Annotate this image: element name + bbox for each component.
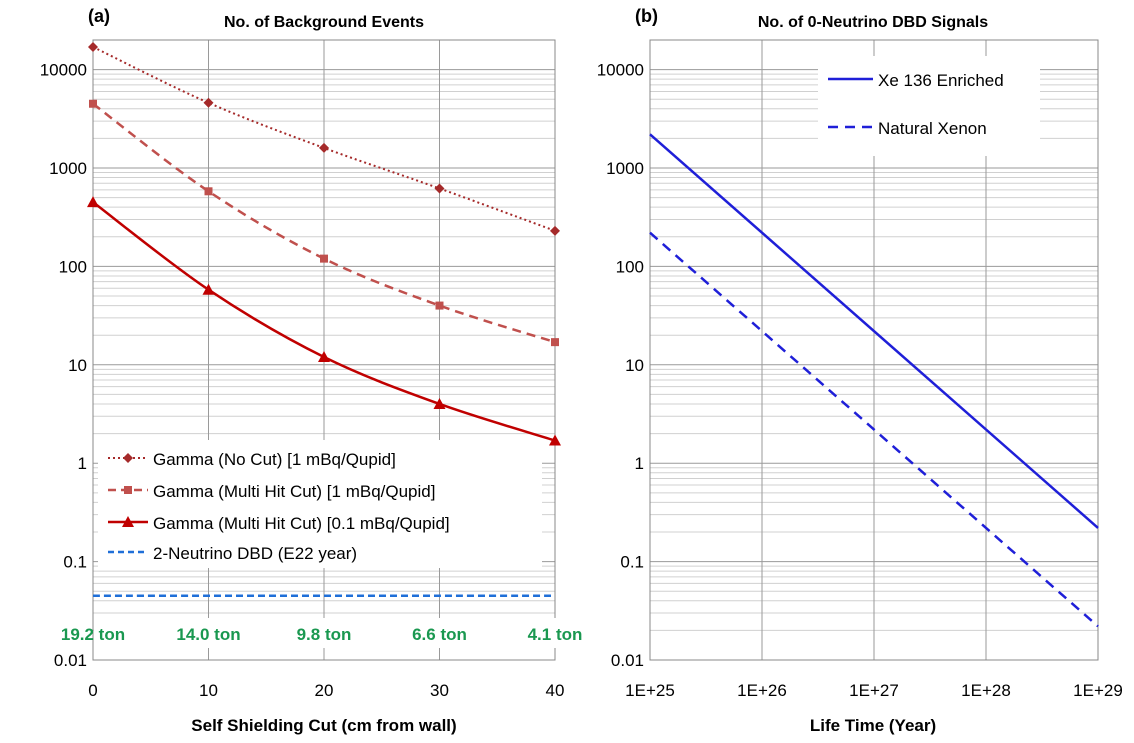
- series-0: [88, 41, 560, 236]
- panel-a-title: No. of Background Events: [224, 14, 424, 31]
- x-tick-label: 1E+26: [737, 681, 787, 700]
- data-point-diamond: [550, 225, 560, 236]
- panel-a-legend: Gamma (No Cut) [1 mBq/Qupid] Gamma (Mult…: [98, 440, 542, 568]
- series-line-1: [649, 231, 1099, 628]
- legend-label-2nu-dbd: 2-Neutrino DBD (E22 year): [153, 544, 357, 563]
- x-tick-label: 20: [315, 681, 334, 700]
- y-tick-label: 1: [78, 454, 87, 473]
- x-tick-label: 0: [88, 681, 97, 700]
- data-point-square: [204, 187, 213, 196]
- y-tick-label: 0.01: [54, 651, 87, 670]
- mass-label: 9.8 ton: [297, 625, 352, 644]
- legend-swatch-gamma-no-cut: [108, 453, 148, 463]
- legend-label-xe136-enriched: Xe 136 Enriched: [878, 71, 1004, 90]
- x-tick-label: 40: [546, 681, 565, 700]
- data-point-triangle: [87, 196, 99, 208]
- panel-a-series: [87, 41, 561, 597]
- y-tick-label: 1000: [606, 159, 644, 178]
- legend-label-gamma-multi-hit-1mbq: Gamma (Multi Hit Cut) [1 mBq/Qupid]: [153, 482, 435, 501]
- x-tick-label: 1E+25: [625, 681, 675, 700]
- y-tick-label: 0.1: [620, 553, 644, 572]
- y-tick-label: 100: [59, 257, 87, 276]
- y-tick-label: 10: [68, 356, 87, 375]
- panel-a-x-ticks: 0 10 20 30 40: [88, 681, 564, 700]
- series-2: [87, 196, 561, 446]
- panel-a-legend-box: [98, 440, 542, 568]
- mass-label: 4.1 ton: [528, 625, 583, 644]
- series-line: [92, 46, 556, 232]
- data-point-square: [435, 301, 444, 310]
- x-tick-label: 1E+28: [961, 681, 1011, 700]
- data-point-diamond: [88, 41, 98, 52]
- series-line-0: [649, 133, 1099, 529]
- panel-b-plot-frame: [649, 39, 1099, 661]
- panel-b-series: [649, 133, 1099, 628]
- mass-label: 14.0 ton: [176, 625, 240, 644]
- y-tick-label: 1000: [49, 159, 87, 178]
- panel-b-tag: (b): [635, 6, 658, 26]
- y-tick-label: 10000: [40, 61, 87, 80]
- panel-b-title: No. of 0-Neutrino DBD Signals: [758, 14, 988, 31]
- panel-b-x-axis-label: Life Time (Year): [810, 716, 936, 735]
- legend-label-gamma-no-cut: Gamma (No Cut) [1 mBq/Qupid]: [153, 450, 396, 469]
- x-tick-label: 1E+29: [1073, 681, 1123, 700]
- data-point-diamond: [319, 142, 329, 153]
- mass-label-strip: [94, 618, 586, 648]
- panel-a-y-ticks: 0.01 0.1 1 10 100 1000 10000: [40, 61, 87, 670]
- y-tick-label: 0.1: [63, 553, 87, 572]
- legend-swatch-gamma-multi-hit-1mbq: [108, 486, 148, 494]
- data-point-triangle: [202, 283, 215, 295]
- data-point-diamond: [203, 97, 214, 108]
- data-point-triangle: [549, 434, 561, 446]
- x-tick-label: 30: [430, 681, 449, 700]
- data-point-square: [551, 338, 559, 347]
- panel-b-x-ticks: 1E+25 1E+26 1E+27 1E+28 1E+29: [625, 681, 1123, 700]
- panel-a-x-axis-label: Self Shielding Cut (cm from wall): [191, 716, 456, 735]
- panel-a-mass-labels: 19.2 ton 14.0 ton 9.8 ton 6.6 ton 4.1 ton: [61, 618, 586, 648]
- panel-b-gridlines: [649, 39, 1099, 661]
- legend-label-natural-xenon: Natural Xenon: [878, 119, 987, 138]
- y-tick-label: 10: [625, 356, 644, 375]
- data-point-triangle: [318, 351, 330, 363]
- mass-label: 6.6 ton: [412, 625, 467, 644]
- y-tick-label: 10000: [597, 61, 644, 80]
- panel-a-background-events: 0.01 0.1 1 10 100 1000 10000 0 10 20 30 40 Gamma (…: [40, 6, 586, 735]
- mass-label: 19.2 ton: [61, 625, 125, 644]
- panel-b-y-ticks: 0.01 0.1 1 10 100 1000 10000: [597, 61, 644, 670]
- data-point-triangle: [433, 397, 446, 409]
- x-tick-label: 10: [199, 681, 218, 700]
- panel-a-tag: (a): [88, 6, 110, 26]
- legend-swatch-gamma-multi-hit-01mbq: [108, 516, 148, 527]
- data-point-square: [89, 99, 97, 108]
- data-point-square: [320, 254, 328, 263]
- y-tick-label: 100: [616, 257, 644, 276]
- panel-b-legend: Xe 136 Enriched Natural Xenon: [818, 56, 1040, 156]
- data-point-diamond: [434, 183, 445, 194]
- series-1: [89, 99, 559, 347]
- y-tick-label: 0.01: [611, 651, 644, 670]
- y-tick-label: 1: [635, 454, 644, 473]
- panel-b-legend-box: [818, 56, 1040, 156]
- x-tick-label: 1E+27: [849, 681, 899, 700]
- legend-label-gamma-multi-hit-01mbq: Gamma (Multi Hit Cut) [0.1 mBq/Qupid]: [153, 514, 450, 533]
- panel-a-plot-frame: [92, 39, 556, 661]
